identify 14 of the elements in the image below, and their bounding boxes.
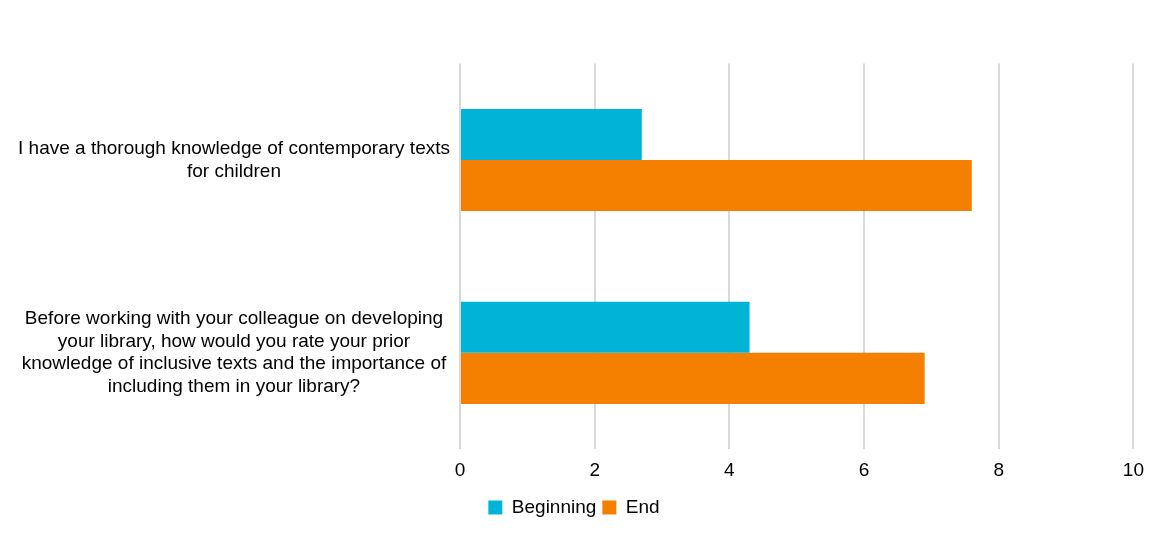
bar — [460, 352, 925, 404]
y-tick-label: Before working with your colleague on developing your library, how would you rate your prior knowledge of inclusive texts and the importance of including them in your library? — [21, 306, 447, 397]
x-tick-label: 6 — [858, 458, 870, 480]
x-tick-label: 8 — [993, 458, 1005, 480]
x-tick-label: 2 — [589, 458, 600, 480]
y-tick-label: I have a thorough knowledge of contemporary texts for children — [18, 136, 450, 181]
legend-label: End — [625, 495, 660, 517]
x-tick-label: 4 — [724, 458, 736, 480]
bar — [460, 160, 972, 212]
legend-label: Beginning — [511, 495, 597, 517]
x-tick-label: 10 — [1122, 458, 1144, 480]
bar — [460, 301, 750, 353]
x-tick-label: 0 — [454, 458, 466, 480]
bar — [460, 108, 642, 160]
